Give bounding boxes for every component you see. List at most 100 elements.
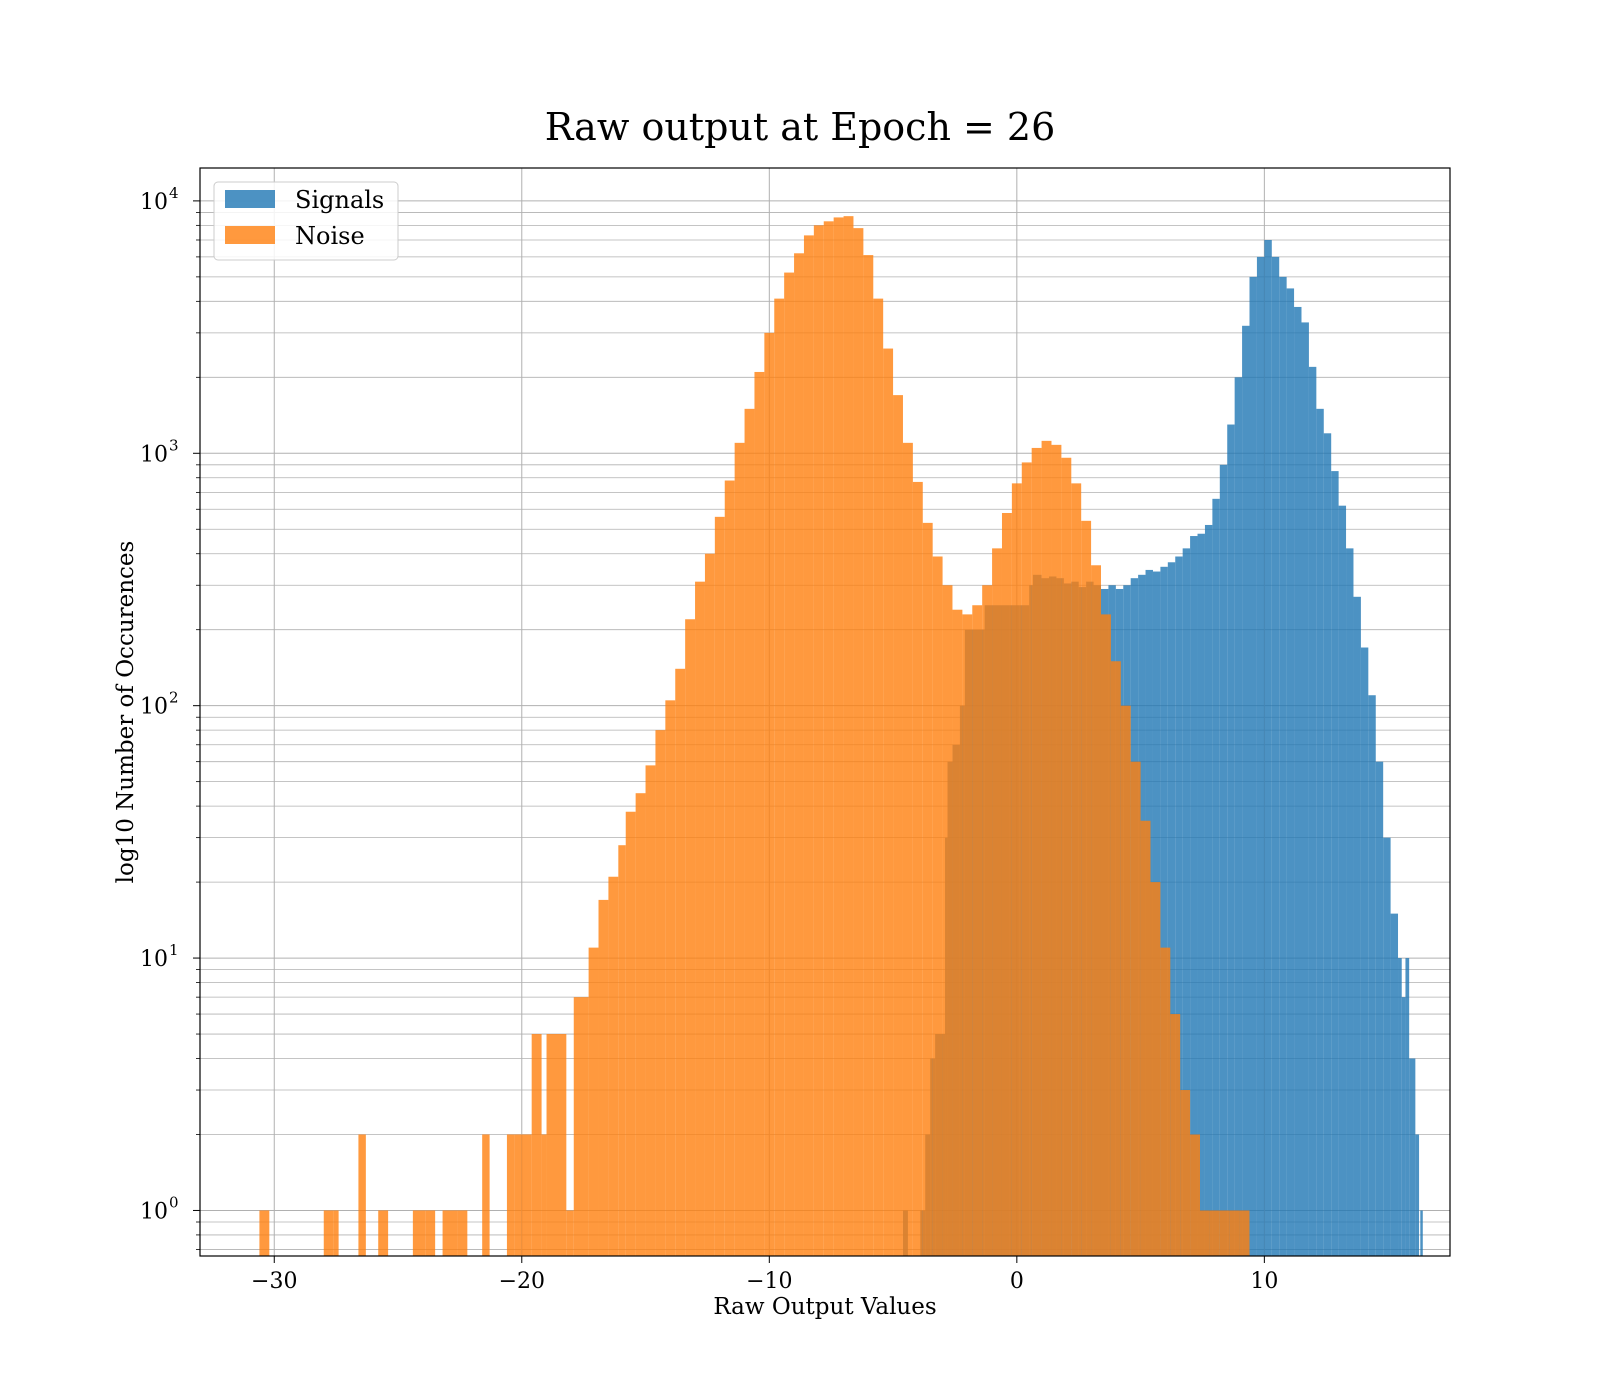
signals-bar xyxy=(1338,505,1347,1256)
signals-bar xyxy=(1286,288,1295,1256)
noise-bar xyxy=(1041,440,1052,1256)
noise-bar xyxy=(695,581,705,1256)
noise-bar xyxy=(863,255,874,1256)
noise-bar xyxy=(541,1134,547,1256)
signals-bar xyxy=(1316,408,1324,1257)
y-tick-label: 10 xyxy=(140,695,168,720)
noise-bar xyxy=(655,730,666,1256)
noise-bar xyxy=(259,1210,270,1256)
noise-bar xyxy=(1110,661,1121,1256)
signals-bar xyxy=(1323,433,1332,1256)
legend-swatch-noise xyxy=(225,226,275,244)
noise-bar xyxy=(665,700,676,1256)
signals-bar xyxy=(1279,276,1287,1256)
noise-bar xyxy=(531,1034,542,1256)
series-noise xyxy=(259,216,1250,1257)
noise-bar xyxy=(506,1134,515,1256)
noise-bar xyxy=(853,228,864,1256)
noise-bar xyxy=(1071,483,1082,1256)
legend-swatch-signals xyxy=(225,190,275,208)
legend: Signals Noise xyxy=(213,181,399,261)
noise-bar xyxy=(794,253,804,1257)
noise-bar xyxy=(514,1134,522,1256)
noise-bar xyxy=(425,1210,436,1256)
noise-bar xyxy=(1051,444,1062,1257)
signals-bar xyxy=(1219,464,1228,1257)
noise-bar xyxy=(608,876,619,1256)
noise-bar xyxy=(803,235,814,1256)
noise-bar xyxy=(1031,447,1042,1256)
noise-bar xyxy=(774,298,785,1256)
noise-bar xyxy=(412,1210,426,1256)
signals-bar xyxy=(1331,471,1339,1257)
signals-bar xyxy=(1353,596,1361,1256)
signals-bar xyxy=(1405,958,1410,1256)
noise-bar xyxy=(625,811,636,1256)
noise-bar xyxy=(724,480,735,1256)
y-tick-exponent: 4 xyxy=(169,184,179,202)
y-tick-exponent: 0 xyxy=(169,1193,179,1211)
noise-bar xyxy=(358,1134,366,1256)
noise-bar xyxy=(618,845,626,1256)
noise-bar xyxy=(942,585,953,1256)
noise-bar xyxy=(685,619,696,1256)
noise-bar xyxy=(764,332,775,1256)
noise-bar xyxy=(442,1210,458,1256)
chart-title: Raw output at Epoch = 26 xyxy=(545,105,1056,149)
noise-bar xyxy=(1229,1210,1240,1256)
noise-bar xyxy=(734,442,745,1257)
signals-bar xyxy=(1383,837,1391,1256)
signals-bar xyxy=(1249,276,1257,1256)
signals-bar xyxy=(1375,761,1384,1256)
noise-bar xyxy=(952,609,963,1256)
noise-bar xyxy=(912,481,923,1256)
noise-bar xyxy=(1150,882,1161,1256)
signals-bar xyxy=(1308,366,1317,1256)
noise-bar xyxy=(1011,483,1022,1256)
noise-bar xyxy=(843,216,854,1256)
noise-bar xyxy=(566,1210,574,1256)
x-axis-ticks: −30 −20 −10 0 10 xyxy=(251,1256,1278,1294)
signals-bar xyxy=(1212,498,1220,1257)
noise-bar xyxy=(1001,512,1012,1256)
y-axis-label: log10 Number of Occurences xyxy=(113,541,139,884)
plot-frame xyxy=(199,167,1451,1257)
y-tick-label: 10 xyxy=(140,442,168,467)
noise-bar xyxy=(704,553,715,1256)
noise-bar xyxy=(1140,820,1151,1256)
noise-bar xyxy=(1200,1210,1210,1256)
noise-bar xyxy=(378,1210,389,1256)
signals-bar xyxy=(1190,536,1198,1256)
noise-bar xyxy=(457,1210,468,1256)
noise-bar xyxy=(573,997,589,1256)
signals-bar xyxy=(1294,306,1302,1256)
noise-bar xyxy=(833,217,844,1257)
noise-bar xyxy=(922,522,933,1256)
noise-bar xyxy=(883,348,894,1256)
noise-bar xyxy=(1081,520,1092,1256)
noise-bar xyxy=(893,395,903,1256)
x-tick-label: −30 xyxy=(251,1269,297,1294)
y-tick-label: 10 xyxy=(140,190,168,215)
signals-bar xyxy=(1264,239,1272,1257)
x-tick-label: −20 xyxy=(499,1269,545,1294)
signals-bar xyxy=(1167,562,1176,1256)
noise-bar xyxy=(744,408,755,1257)
noise-bar xyxy=(992,548,1002,1256)
histogram-bars xyxy=(259,216,1423,1257)
signals-bar xyxy=(1346,548,1354,1256)
signals-bar xyxy=(1390,913,1399,1256)
noise-bar xyxy=(1180,1090,1191,1256)
noise-bar xyxy=(1190,1134,1200,1256)
x-tick-label: 0 xyxy=(1010,1269,1024,1294)
noise-bar xyxy=(982,585,993,1256)
signals-bar xyxy=(1409,1058,1416,1256)
noise-bar xyxy=(784,272,795,1256)
noise-bar xyxy=(675,668,686,1256)
y-tick-exponent: 2 xyxy=(169,689,179,707)
y-tick-exponent: 1 xyxy=(169,941,179,959)
y-tick-label: 10 xyxy=(140,1199,168,1224)
signals-bar xyxy=(1415,1134,1420,1256)
